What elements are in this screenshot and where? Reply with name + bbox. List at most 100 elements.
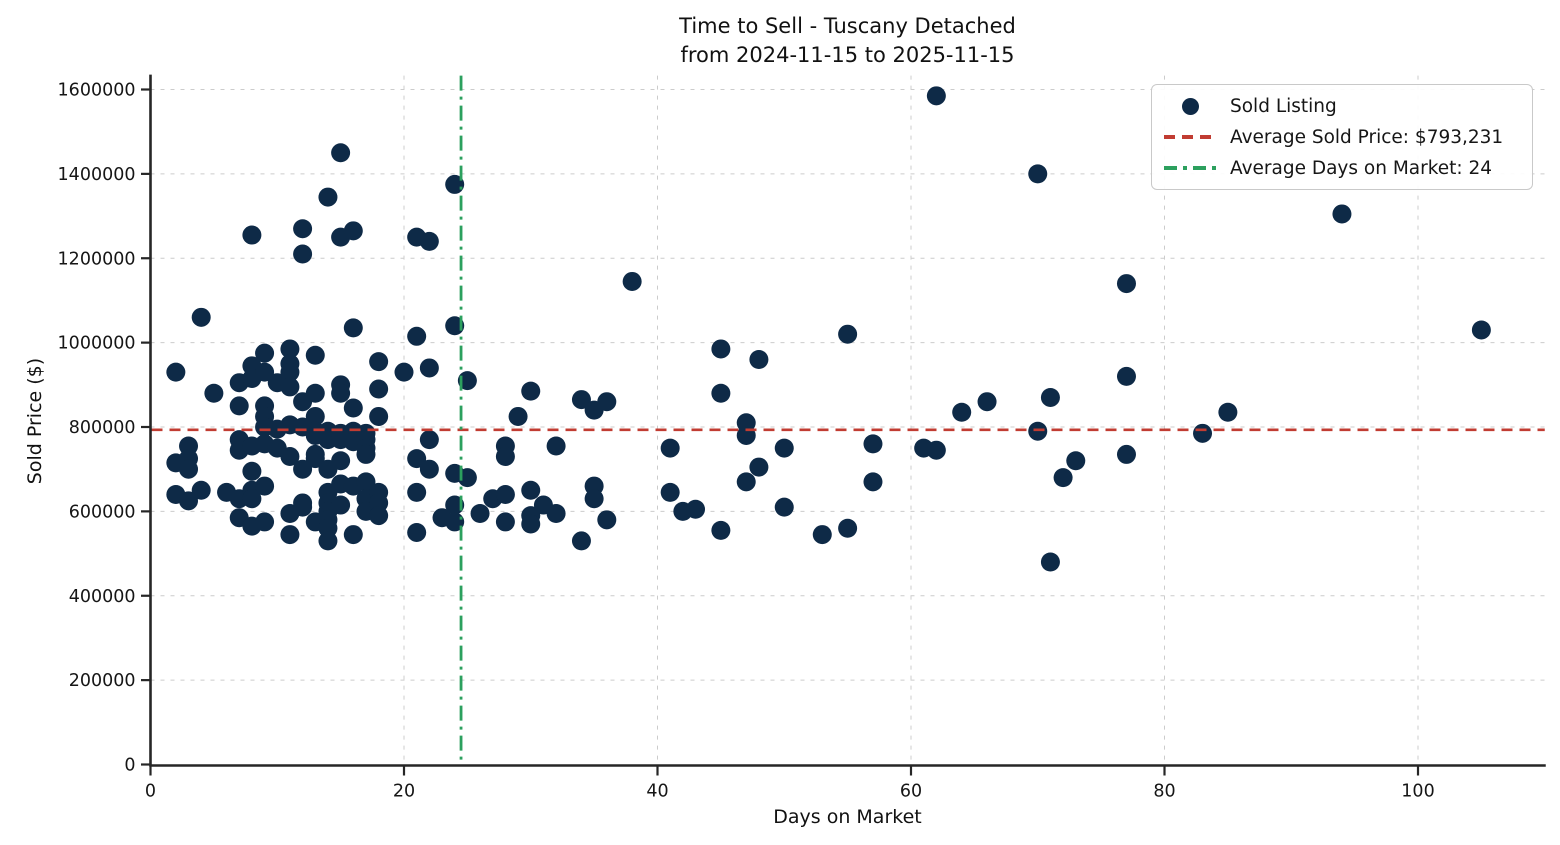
- sold-listing-point: [407, 522, 427, 542]
- sold-listing-point: [1066, 451, 1086, 471]
- sold-listing-point: [369, 406, 389, 426]
- y-tick-label: 1000000: [58, 334, 136, 354]
- legend-item-sold-listing: Sold Listing: [1164, 94, 1518, 118]
- sold-listing-point: [584, 489, 604, 509]
- sold-listing-point: [622, 271, 642, 291]
- sold-listing-point: [331, 383, 351, 403]
- sold-listing-point: [229, 396, 249, 416]
- sold-listing-point: [597, 510, 617, 530]
- x-tick-label: 20: [393, 782, 415, 802]
- sold-listing-point: [977, 392, 997, 412]
- sold-listing-point: [508, 406, 528, 426]
- sold-listing-point: [280, 362, 300, 382]
- sold-listing-point: [521, 381, 541, 401]
- chart-title: Time to Sell - Tuscany Detached from 202…: [150, 12, 1545, 70]
- sold-listing-point: [280, 447, 300, 467]
- sold-listing-point: [407, 482, 427, 502]
- legend: Sold Listing Average Sold Price: $793,23…: [1151, 84, 1533, 190]
- sold-listing-point: [407, 449, 427, 469]
- legend-label-avg-days: Average Days on Market: 24: [1230, 157, 1493, 179]
- sold-listing-point: [1028, 421, 1048, 441]
- sold-listing-point: [293, 459, 313, 479]
- sold-listing-point: [394, 362, 414, 382]
- sold-listing-point: [838, 518, 858, 538]
- sold-listing-point: [369, 506, 389, 526]
- sold-listing-point: [711, 339, 731, 359]
- sold-listing-point: [242, 461, 262, 481]
- sold-listing-point: [1040, 552, 1060, 572]
- sold-listing-point: [1116, 444, 1136, 464]
- x-tick-label: 40: [646, 782, 668, 802]
- sold-listing-point: [280, 525, 300, 545]
- sold-listing-point: [191, 307, 211, 327]
- y-tick-label: 600000: [69, 502, 136, 522]
- sold-listing-point: [305, 345, 325, 365]
- sold-listing-point: [343, 221, 363, 241]
- sold-listing-point: [179, 459, 199, 479]
- sold-listing-point: [305, 449, 325, 469]
- legend-item-avg-days: Average Days on Market: 24: [1164, 156, 1518, 180]
- sold-listing-point: [331, 495, 351, 515]
- sold-listing-point: [546, 436, 566, 456]
- y-tick-label: 1600000: [58, 81, 136, 101]
- sold-listing-point: [305, 383, 325, 403]
- sold-listing-point: [166, 362, 186, 382]
- sold-listing-point: [407, 326, 427, 346]
- sold-listing-point: [774, 438, 794, 458]
- sold-listing-point: [521, 480, 541, 500]
- sold-listing-point: [495, 447, 515, 467]
- x-tick-label: 80: [1153, 782, 1175, 802]
- sold-listing-point: [318, 187, 338, 207]
- sold-listing-point: [419, 430, 439, 450]
- sold-listing-point: [457, 371, 477, 391]
- sold-listing-point: [331, 451, 351, 471]
- sold-listing-point: [1332, 204, 1352, 224]
- sold-listing-point: [1471, 320, 1491, 340]
- sold-listing-point: [293, 244, 313, 264]
- sold-listing-point: [445, 512, 465, 532]
- chart-title-line1: Time to Sell - Tuscany Detached: [679, 14, 1016, 38]
- sold-listing-point: [280, 339, 300, 359]
- sold-listing-point: [343, 318, 363, 338]
- y-tick-label: 800000: [69, 418, 136, 438]
- sold-listing-point: [660, 438, 680, 458]
- sold-listing-point: [1218, 402, 1238, 422]
- sold-listing-point: [926, 440, 946, 460]
- sold-listing-point: [445, 495, 465, 515]
- sold-listing-point: [1116, 366, 1136, 386]
- y-tick-label: 1200000: [58, 249, 136, 269]
- sold-listing-point: [495, 512, 515, 532]
- sold-listing-point: [419, 231, 439, 251]
- sold-listing-point: [1040, 387, 1060, 407]
- sold-listing-point: [419, 358, 439, 378]
- sold-listing-point: [369, 352, 389, 372]
- sold-listing-point: [242, 489, 262, 509]
- sold-listing-point: [255, 343, 275, 363]
- sold-listing-point: [356, 444, 376, 464]
- x-tick-label: 60: [900, 782, 922, 802]
- sold-listing-point: [1193, 423, 1213, 443]
- sold-listing-point: [457, 468, 477, 488]
- sold-listing-point: [1053, 468, 1073, 488]
- y-axis-label: Sold Price ($): [24, 357, 46, 485]
- sold-listing-point: [521, 514, 541, 534]
- sold-listing-point: [838, 324, 858, 344]
- sold-listing-point: [204, 383, 224, 403]
- sold-listing-point: [1028, 164, 1048, 184]
- y-tick-label: 1400000: [58, 165, 136, 185]
- avg-price-dashed-line-icon: [1164, 135, 1216, 139]
- sold-listing-point: [293, 497, 313, 517]
- sold-listing-point: [495, 485, 515, 504]
- sold-listing-point: [280, 377, 300, 397]
- sold-listing-point: [445, 174, 465, 194]
- legend-label-avg-price: Average Sold Price: $793,231: [1230, 126, 1504, 148]
- sold-listing-point: [255, 476, 275, 496]
- sold-listing-point: [445, 316, 465, 336]
- sold-listing-point: [179, 491, 199, 511]
- sold-listing-point: [863, 434, 883, 454]
- sold-listing-point: [736, 472, 756, 492]
- y-tick-label: 200000: [69, 671, 136, 691]
- sold-listing-point: [686, 499, 706, 519]
- sold-listing-point: [812, 525, 832, 545]
